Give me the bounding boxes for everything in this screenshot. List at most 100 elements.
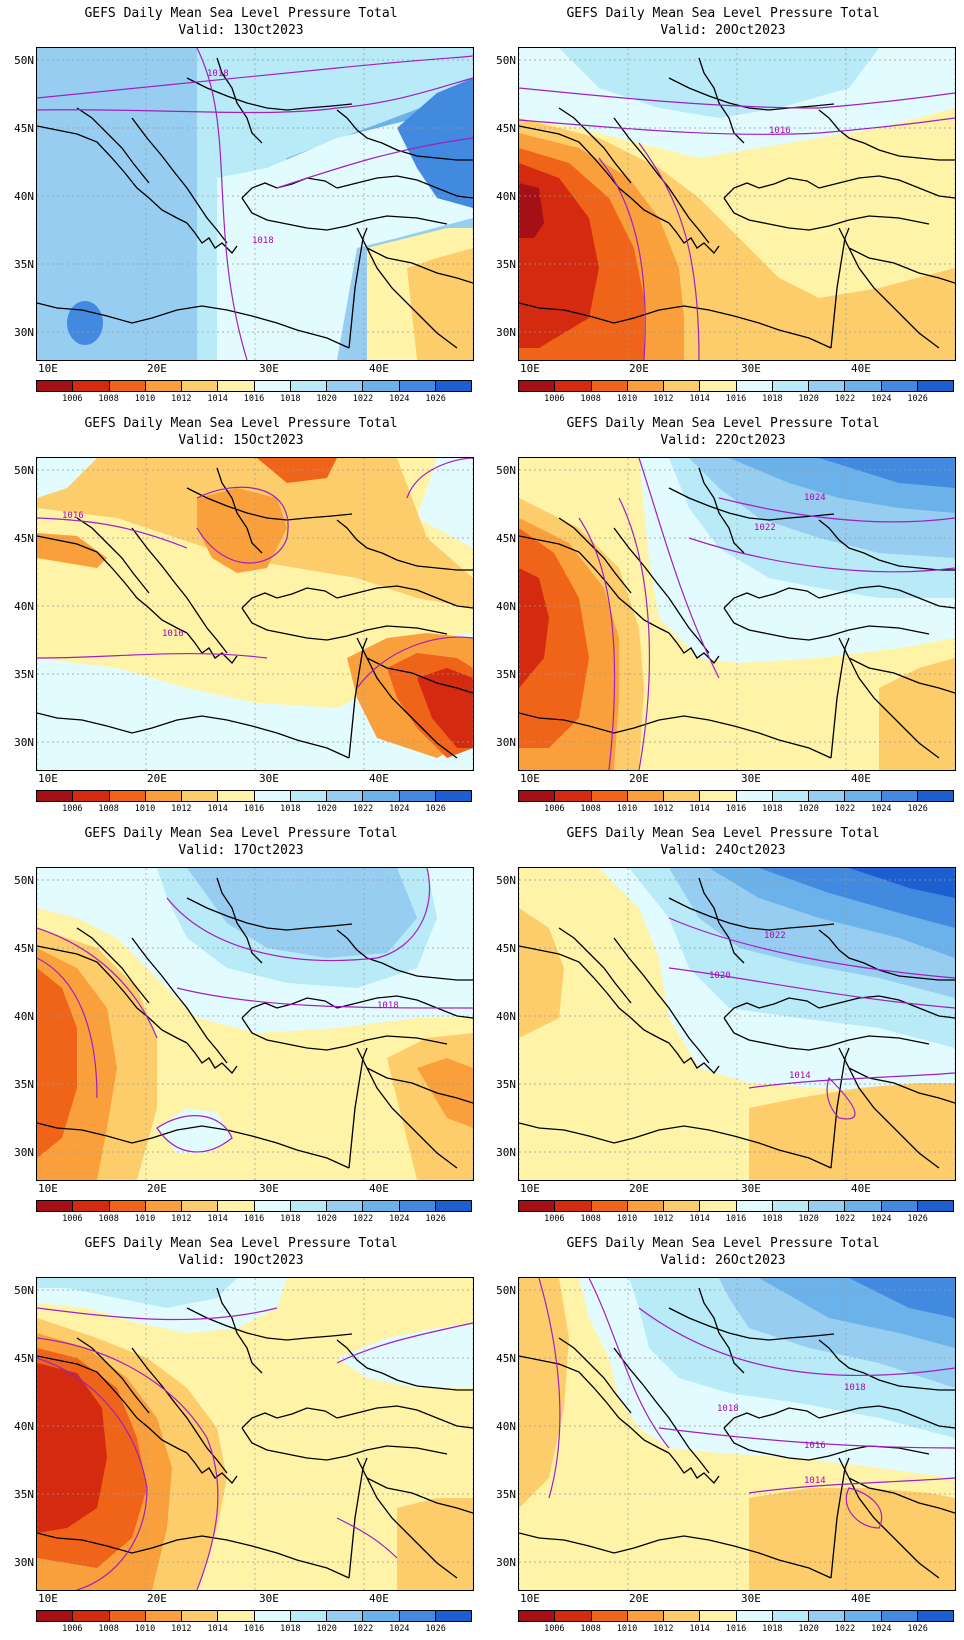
coastline	[558, 927, 632, 1004]
lat-tick-label: 30N	[14, 326, 34, 339]
colorbar-label: 1016	[243, 1214, 265, 1224]
isobar	[618, 497, 651, 770]
map-panel: GEFS Daily Mean Sea Level Pressure Total…	[482, 410, 964, 820]
isobar	[37, 652, 268, 659]
coastline	[818, 1339, 955, 1391]
colorbar	[36, 790, 472, 802]
colorbar-label: 1010	[616, 804, 638, 814]
colorbar-label: 1012	[653, 1624, 674, 1634]
coastline	[818, 585, 955, 609]
colorbar-label: 1010	[134, 1624, 156, 1634]
lon-tick-label: 30E	[259, 362, 279, 375]
colorbar-swatch	[37, 1201, 74, 1211]
lon-tick-label: 30E	[259, 1592, 279, 1605]
pressure-map	[36, 1277, 474, 1591]
colorbar-swatch	[109, 791, 146, 801]
colorbar-label: 1024	[871, 394, 892, 404]
isobar-label: 1018	[252, 236, 274, 246]
colorbar-label: 1024	[389, 394, 410, 404]
isobar	[336, 1322, 473, 1364]
colorbar-label: 1010	[616, 1214, 638, 1224]
lon-tick-label: 20E	[147, 772, 167, 785]
panel-valid-date: Valid: 22Oct2023	[660, 433, 786, 448]
colorbar-label: 1008	[580, 1624, 601, 1634]
isobar	[578, 517, 616, 770]
lat-tick-label: 50N	[496, 1284, 516, 1297]
colorbar-swatch	[182, 791, 219, 801]
lat-tick-label: 30N	[14, 736, 34, 749]
isobar	[37, 927, 158, 1039]
colorbar-swatch	[254, 791, 291, 801]
colorbar-label: 1018	[280, 1624, 301, 1634]
lat-tick-label: 40N	[14, 1010, 34, 1023]
coastline	[131, 1347, 228, 1474]
coastline	[336, 1339, 473, 1391]
isobar	[519, 87, 955, 109]
coastline	[336, 109, 473, 161]
colorbar-swatch	[254, 381, 291, 391]
coastline	[818, 519, 955, 571]
coastline	[613, 937, 710, 1064]
coastline	[241, 587, 338, 609]
colorbar-label: 1026	[907, 1624, 928, 1634]
colorbar-label: 1008	[98, 394, 119, 404]
panel-valid-date: Valid: 19Oct2023	[178, 1253, 304, 1268]
coastline	[348, 227, 368, 349]
coastline	[818, 1405, 955, 1429]
coastline	[668, 1452, 720, 1485]
pressure-fill-1010	[257, 458, 337, 483]
colorbar-label: 1020	[798, 1624, 819, 1634]
lon-tick-label: 40E	[369, 362, 389, 375]
isobar-label: 1016	[62, 511, 84, 521]
coastline	[723, 1407, 820, 1429]
coastline	[348, 1457, 368, 1579]
lon-tick-label: 10E	[520, 362, 540, 375]
lat-tick-label: 45N	[496, 1352, 516, 1365]
colorbar-swatch	[327, 1201, 364, 1211]
colorbar-label: 1006	[544, 1624, 565, 1634]
coastline	[818, 929, 955, 981]
colorbar-swatch	[591, 381, 628, 391]
coastline	[131, 117, 228, 244]
isobar-label: 1018	[717, 1404, 739, 1414]
lon-tick-label: 40E	[851, 772, 871, 785]
colorbar-label: 1010	[134, 1214, 156, 1224]
isobar	[37, 1307, 278, 1321]
colorbar-label: 1022	[834, 1214, 856, 1224]
coastline	[519, 302, 832, 349]
isobar-label: 1024	[804, 493, 826, 503]
coastline	[668, 487, 835, 521]
coastline	[336, 519, 473, 571]
coastline	[698, 1287, 745, 1374]
lon-tick-label: 20E	[629, 1592, 649, 1605]
colorbar-swatch	[327, 1611, 364, 1621]
isobar	[176, 987, 473, 1009]
colorbar-label: 1024	[871, 1624, 892, 1634]
colorbar-swatch	[664, 1201, 701, 1211]
colorbar-swatch	[290, 1201, 327, 1211]
colorbar-label: 1006	[544, 394, 565, 404]
colorbar-label: 1022	[834, 394, 856, 404]
colorbar-swatch	[555, 1201, 592, 1211]
colorbar-label: 1016	[725, 394, 747, 404]
pressure-map: 1024 1022	[518, 457, 956, 771]
lat-tick-label: 30N	[14, 1556, 34, 1569]
coastline	[668, 222, 720, 255]
isobar	[538, 1278, 561, 1499]
colorbar-label: 1020	[316, 804, 337, 814]
colorbar-label: 1014	[207, 1214, 228, 1224]
lon-tick-label: 30E	[741, 1592, 761, 1605]
coastline	[186, 1452, 238, 1485]
panel-title: GEFS Daily Mean Sea Level Pressure Total	[566, 6, 880, 21]
colorbar-label: 1008	[580, 804, 601, 814]
coastline	[723, 177, 820, 199]
lat-tick-label: 45N	[14, 532, 34, 545]
isobar	[37, 1357, 148, 1590]
coastline	[356, 1457, 458, 1579]
colorbar-swatch	[881, 381, 918, 391]
pressure-fill-1026	[849, 1278, 955, 1318]
coastline	[519, 712, 832, 759]
colorbar-swatch	[845, 1611, 882, 1621]
isobar-label: 1018	[844, 1383, 866, 1393]
lat-tick-label: 30N	[496, 736, 516, 749]
